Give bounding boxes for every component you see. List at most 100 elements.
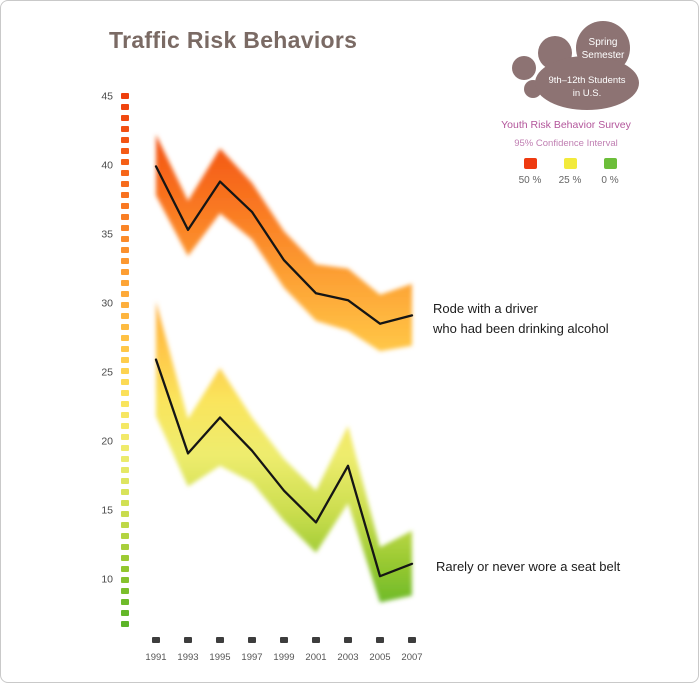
y-axis-gradient-tick <box>121 115 129 121</box>
y-axis-gradient-tick <box>121 500 129 506</box>
y-axis-gradient-tick <box>121 181 129 187</box>
confidence-band-drinking-driver <box>156 134 412 352</box>
annotation-line: Rarely or never wore a seat belt <box>436 559 621 574</box>
y-axis-gradient-tick <box>121 93 129 99</box>
badge-line-1: Spring <box>589 37 618 48</box>
legend-label: 50 % <box>518 175 542 186</box>
y-axis-gradient-tick <box>121 599 129 605</box>
annotation-seat-belt: Rarely or never wore a seat belt <box>436 557 620 577</box>
y-axis-gradient-tick <box>121 203 129 209</box>
page-title: Traffic Risk Behaviors <box>109 27 358 53</box>
x-tick-label: 1993 <box>177 652 198 663</box>
y-axis-gradient-tick <box>121 544 129 550</box>
x-tick-mark <box>312 637 320 643</box>
annotation-drinking-driver: Rode with a driver who had been drinking… <box>433 299 609 339</box>
x-tick-mark <box>408 637 416 643</box>
annotation-line: Rode with a driver <box>433 301 538 316</box>
y-axis-gradient-tick <box>121 236 129 242</box>
y-axis-gradient-tick <box>121 577 129 583</box>
y-axis-gradient-tick <box>121 225 129 231</box>
y-axis-gradient-tick <box>121 159 129 165</box>
y-axis-gradient-tick <box>121 522 129 528</box>
semester-badge: Spring Semester 9th–12th Students in U.S… <box>512 21 639 110</box>
x-tick-mark <box>344 637 352 643</box>
y-axis-gradient-tick <box>121 247 129 253</box>
y-axis-gradient-tick <box>121 456 129 462</box>
y-axis-gradient-tick <box>121 555 129 561</box>
x-tick-label: 1991 <box>145 652 166 663</box>
cloud-icon <box>512 21 639 110</box>
x-tick-mark <box>184 637 192 643</box>
x-tick-mark <box>248 637 256 643</box>
y-axis-gradient-tick <box>121 302 129 308</box>
y-tick-label: 40 <box>101 160 113 172</box>
y-axis-gradient-tick <box>121 610 129 616</box>
y-tick-label: 45 <box>101 91 113 103</box>
legend-swatch <box>603 158 617 169</box>
legend-item: 0 % <box>593 158 627 186</box>
y-axis-gradient-tick <box>121 346 129 352</box>
y-tick-label: 30 <box>101 298 113 310</box>
y-axis-gradient-tick <box>121 511 129 517</box>
badge-line-3: 9th–12th Students <box>548 75 625 86</box>
y-axis-gradient-tick <box>121 478 129 484</box>
y-axis-gradient-tick <box>121 258 129 264</box>
y-axis-gradient-tick <box>121 390 129 396</box>
trend-line-drinking-driver <box>154 165 414 325</box>
legend-item: 50 % <box>513 158 547 186</box>
y-axis-gradient-tick <box>121 423 129 429</box>
y-axis-gradient-tick <box>121 126 129 132</box>
x-tick-label: 1997 <box>241 652 262 663</box>
legend-item: 25 % <box>553 158 587 186</box>
x-tick-label: 2003 <box>337 652 358 663</box>
y-axis-gradient-tick <box>121 269 129 275</box>
y-axis-gradient-tick <box>121 368 129 374</box>
legend: 50 % 25 % 0 % <box>513 158 627 186</box>
y-tick-label: 25 <box>101 367 113 379</box>
y-tick-label: 15 <box>101 505 113 517</box>
y-tick-label: 20 <box>101 436 113 448</box>
y-axis-gradient-tick <box>121 192 129 198</box>
y-axis-gradient-tick <box>121 214 129 220</box>
x-tick-label: 2005 <box>369 652 390 663</box>
x-tick-mark <box>152 637 160 643</box>
y-axis-gradient-tick <box>121 280 129 286</box>
confidence-interval-label: 95% Confidence Interval <box>514 138 618 149</box>
trend-line-seat-belt <box>154 358 414 578</box>
y-axis-gradient-tick <box>121 379 129 385</box>
legend-swatch <box>563 158 577 169</box>
y-axis-gradient-tick <box>121 401 129 407</box>
y-axis-gradient-tick <box>121 621 129 627</box>
legend-label: 0 % <box>601 175 619 186</box>
y-axis-gradient-tick <box>121 489 129 495</box>
y-axis-gradient-tick <box>121 104 129 110</box>
y-axis-gradient-tick <box>121 137 129 143</box>
x-tick-mark <box>376 637 384 643</box>
x-tick-mark <box>216 637 224 643</box>
annotation-line: who had been drinking alcohol <box>433 321 609 337</box>
y-axis-gradient-tick <box>121 445 129 451</box>
y-axis-gradient-tick <box>121 324 129 330</box>
x-tick-mark <box>280 637 288 643</box>
badge-line-2: Semester <box>582 50 625 61</box>
survey-source-label: Youth Risk Behavior Survey <box>501 119 631 131</box>
x-tick-label: 1995 <box>209 652 230 663</box>
y-axis-gradient-tick <box>121 588 129 594</box>
y-axis-gradient-tick <box>121 148 129 154</box>
x-tick-label: 1999 <box>273 652 294 663</box>
y-tick-label: 35 <box>101 229 113 241</box>
y-axis-gradient-tick <box>121 291 129 297</box>
y-axis-gradient-tick <box>121 357 129 363</box>
x-tick-label: 2007 <box>401 652 422 663</box>
y-axis-gradient-tick <box>121 412 129 418</box>
y-axis-gradient-tick <box>121 566 129 572</box>
y-axis-gradient-tick <box>121 335 129 341</box>
y-axis-gradient-tick <box>121 533 129 539</box>
y-axis-gradient-tick <box>121 313 129 319</box>
confidence-band-seat-belt <box>156 301 412 603</box>
y-axis-gradient-tick <box>121 170 129 176</box>
y-axis-gradient-tick <box>121 434 129 440</box>
y-tick-label: 10 <box>101 574 113 586</box>
